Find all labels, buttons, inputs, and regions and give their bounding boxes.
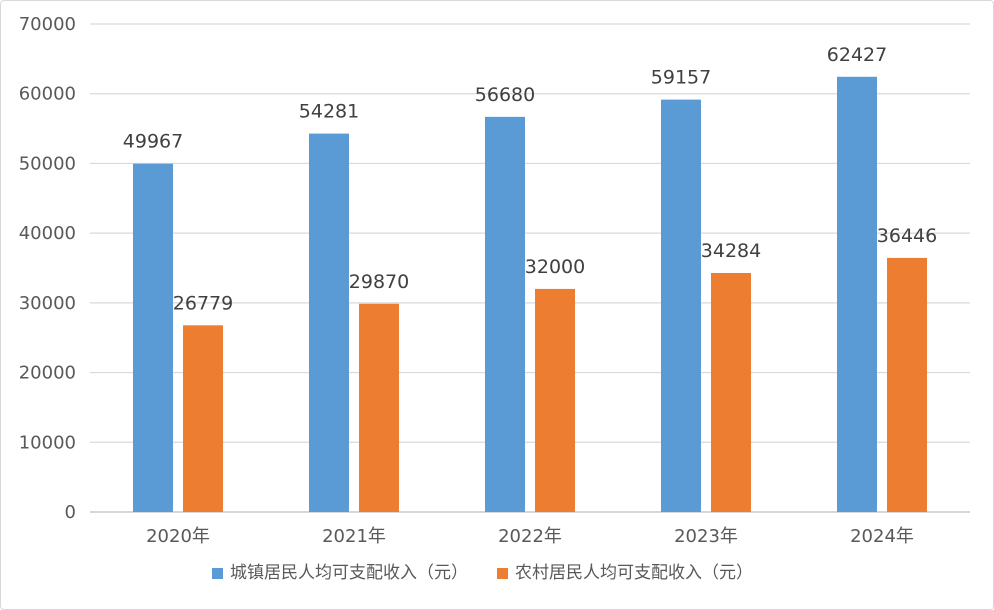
x-axis-ticks: 2020年 2021年 2022年 2023年 2024年 — [146, 526, 914, 547]
y-tick-label: 40000 — [19, 223, 76, 244]
y-tick-label: 70000 — [19, 14, 76, 35]
data-label-series1-2024年: 62427 — [827, 44, 887, 66]
y-axis-ticks: 0 10000 20000 30000 40000 50000 60000 70000 — [19, 14, 76, 523]
data-label-series2-2022年: 32000 — [525, 256, 585, 278]
bar-series1-2024年 — [837, 76, 877, 513]
legend-label-series2: 农村居民人均可支配收入（元） — [515, 563, 753, 583]
y-tick-label: 30000 — [19, 293, 76, 314]
legend-swatch-series1 — [212, 568, 223, 579]
y-tick-label: 60000 — [19, 84, 76, 105]
data-label-series2-2023年: 34284 — [701, 240, 761, 262]
legend-label-series1: 城镇居民人均可支配收入（元） — [230, 563, 468, 583]
x-tick-label: 2024年 — [850, 526, 914, 547]
x-tick-label: 2021年 — [322, 526, 386, 547]
bar-series1-2023年 — [661, 99, 701, 513]
y-tick-label: 10000 — [19, 432, 76, 453]
data-label-series1-2023年: 59157 — [651, 67, 711, 89]
data-label-series1-2022年: 56680 — [475, 84, 535, 106]
bar-series2-2024年 — [887, 257, 927, 512]
data-label-series2-2020年: 26779 — [173, 292, 233, 314]
data-labels: 49967 26779 54281 29870 56680 32000 59157 34284… — [123, 44, 937, 315]
y-tick-label: 20000 — [19, 363, 76, 384]
data-label-series2-2024年: 36446 — [877, 225, 937, 247]
bar-series2-2023年 — [711, 272, 751, 512]
bar-series1-2021年 — [309, 133, 349, 512]
legend: 城镇居民人均可支配收入（元） 农村居民人均可支配收入（元） — [212, 563, 753, 583]
y-tick-label: 50000 — [19, 153, 76, 174]
bar-series2-2020年 — [183, 325, 223, 512]
x-tick-label: 2023年 — [674, 526, 738, 547]
bar-series1-2022年 — [485, 116, 525, 512]
bar-series1-2020年 — [133, 163, 173, 512]
data-label-series1-2021年: 54281 — [299, 101, 359, 123]
x-tick-label: 2020年 — [146, 526, 210, 547]
bar-series2-2021年 — [359, 303, 399, 512]
y-tick-label: 0 — [65, 502, 76, 523]
data-label-series2-2021年: 29870 — [349, 271, 409, 293]
gridlines — [90, 23, 970, 513]
legend-swatch-series2 — [497, 568, 508, 579]
x-tick-label: 2022年 — [498, 526, 562, 547]
bar-series2-2022年 — [535, 288, 575, 512]
data-label-series1-2020年: 49967 — [123, 131, 183, 153]
bars — [133, 76, 927, 513]
